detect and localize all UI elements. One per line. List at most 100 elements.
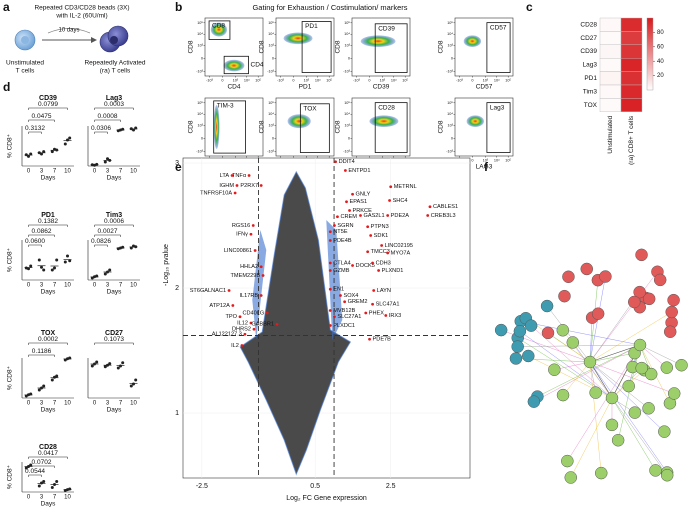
network-node: [562, 270, 575, 284]
data-point: [37, 484, 41, 488]
gate-label: CD57: [490, 24, 507, 31]
gene-point: [333, 224, 336, 227]
data-point: [108, 268, 112, 272]
network-node: [605, 391, 619, 405]
colorbar: [646, 17, 654, 91]
gene-label: SDK1: [374, 233, 389, 239]
gene-label: EPAS1: [350, 199, 368, 205]
network-node: [509, 352, 523, 365]
gene-cloud: [239, 170, 352, 476]
data-point: [129, 384, 133, 388]
network-node: [633, 285, 646, 299]
comparison-bracket: [28, 244, 42, 247]
event-density: [463, 35, 482, 47]
gene-label: MVB12B: [333, 308, 355, 314]
y-tick-label: 0: [272, 137, 274, 141]
comparison-bracket: [94, 244, 108, 247]
network-node: [548, 363, 561, 376]
y-tick-label: 10⁵: [268, 101, 274, 105]
y-axis-label: % CD8⁺: [7, 464, 14, 489]
y-tick-label: 10⁴: [197, 112, 203, 116]
y-axis-label: % CD8⁺: [7, 365, 14, 390]
network-node: [605, 418, 619, 432]
network-node: [580, 262, 594, 276]
heat-cell: [599, 31, 622, 45]
gene-label: PTPN3: [371, 224, 389, 230]
gene-label: TNFα: [232, 173, 247, 179]
gene-point: [328, 324, 332, 327]
gene-point: [368, 337, 371, 341]
gene-label: DHRS2: [232, 327, 251, 333]
data-point: [50, 150, 54, 154]
plot-frame: [351, 17, 411, 77]
gene-label: MYO7A: [391, 250, 411, 256]
gene-point: [259, 265, 263, 269]
x-tick-label: 0: [471, 79, 473, 83]
y-tick-label: 2: [175, 285, 179, 292]
arrow-arc: [47, 28, 91, 34]
p-value: 0.0799: [38, 101, 58, 108]
network-node: [564, 471, 578, 484]
data-point: [40, 152, 43, 156]
x-tick-label: 10³: [380, 79, 386, 83]
p-value: 0.0475: [32, 113, 52, 120]
x-tick-label: -10³: [277, 79, 284, 83]
x-tick-label: 3: [40, 401, 44, 407]
y-tick-label: -10³: [196, 149, 203, 153]
heat-cell: [620, 17, 643, 32]
data-point: [50, 268, 54, 272]
plot-frame: [454, 97, 514, 157]
p-value: 0.0306: [91, 125, 111, 132]
gene-point: [328, 287, 332, 291]
panel-letter: d: [3, 80, 10, 94]
comparison-bracket: [94, 234, 121, 237]
network-node: [653, 273, 667, 287]
x-tick-label: 7: [119, 169, 123, 175]
plot-title: CD39: [39, 95, 57, 102]
gene-label: PDE7B: [373, 337, 392, 343]
row-label: CD27: [580, 35, 597, 42]
network-node: [644, 367, 658, 381]
p-value: 0.3132: [25, 125, 45, 132]
x-tick-label: 10⁵: [505, 159, 511, 163]
p-value: 0.0600: [25, 238, 45, 245]
y-axis-label: CD8: [188, 40, 195, 53]
gate-label: TOX: [303, 106, 317, 113]
comparison-bracket: [28, 107, 68, 110]
plot-title: CD27: [105, 330, 123, 337]
comparison-bracket: [94, 224, 134, 227]
x-tick-label: 0: [93, 283, 97, 289]
x-tick-label: 7: [119, 283, 123, 289]
comparison-bracket: [28, 456, 68, 459]
row-label: TOX: [584, 102, 598, 109]
comparison-bracket: [94, 131, 108, 134]
y-tick-label: 0: [201, 137, 203, 141]
x-axis-label: Days: [107, 407, 123, 414]
panel-title: Gating for Exhaustion / Costimulation/ m…: [252, 3, 407, 12]
y-axis-label: % CD8⁺: [7, 133, 14, 158]
heat-cell: [599, 98, 622, 113]
gene-label: SHC4: [393, 198, 408, 204]
gene-point: [252, 327, 256, 331]
data-point: [53, 266, 56, 270]
y-tick-label: -10³: [267, 69, 274, 73]
gene-label: SLC27A1: [337, 314, 361, 320]
x-axis-label: Days: [41, 175, 57, 182]
network-node: [667, 293, 680, 307]
x-tick-label: 10⁴: [494, 79, 500, 83]
colorbar-label: 20: [657, 73, 664, 79]
data-point: [24, 466, 28, 470]
data-point: [68, 259, 72, 263]
gene-point: [343, 300, 347, 304]
panel-letter: f: [484, 160, 489, 174]
data-point: [29, 264, 33, 268]
data-point: [103, 160, 107, 164]
network-edge: [589, 361, 665, 432]
gene-point: [328, 269, 332, 272]
schematic-title: with IL-2 (60U/ml): [55, 13, 107, 20]
network-node: [583, 355, 597, 369]
network-node: [649, 464, 662, 477]
network-node: [558, 289, 571, 303]
gene-label: GZMB: [333, 268, 349, 274]
